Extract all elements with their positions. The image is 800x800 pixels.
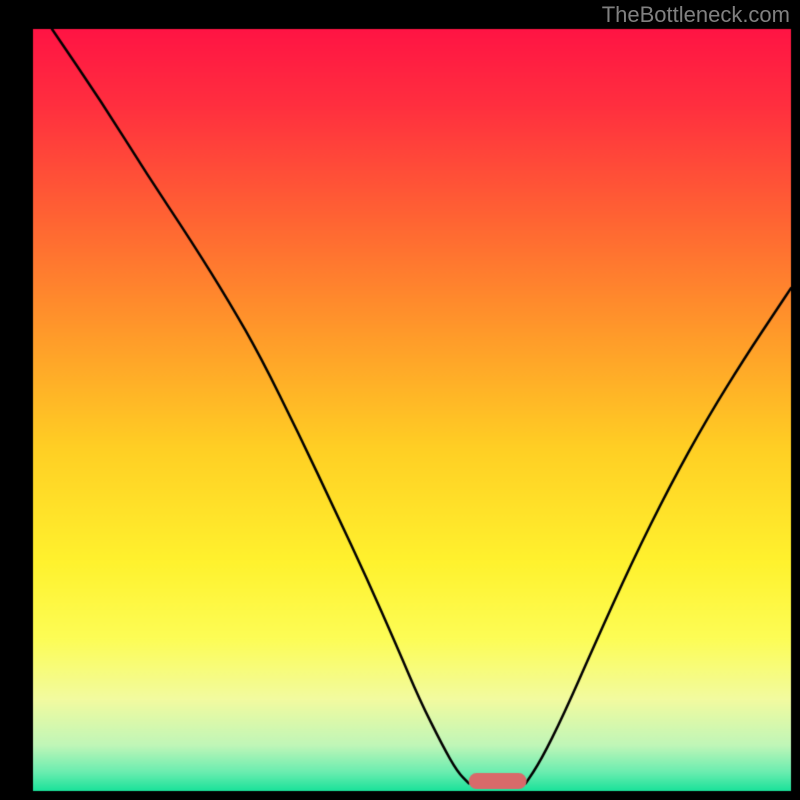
watermark: TheBottleneck.com xyxy=(602,2,790,28)
bottleneck-chart xyxy=(0,0,800,800)
